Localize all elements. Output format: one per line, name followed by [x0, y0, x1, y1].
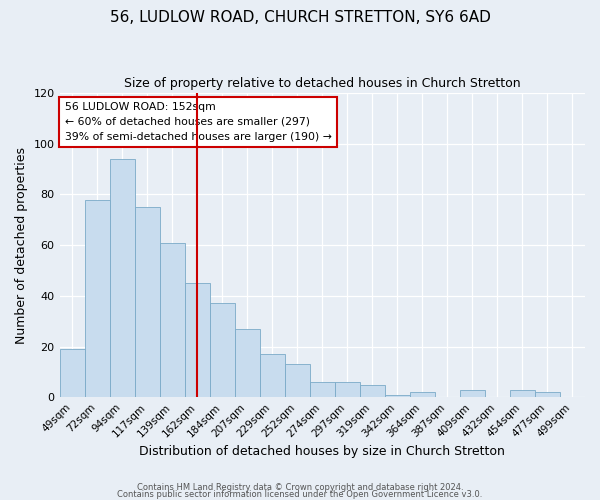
Bar [235, 329, 260, 397]
Text: Contains public sector information licensed under the Open Government Licence v3: Contains public sector information licen… [118, 490, 482, 499]
Bar [360, 384, 385, 397]
Bar [160, 242, 185, 397]
X-axis label: Distribution of detached houses by size in Church Stretton: Distribution of detached houses by size … [139, 444, 505, 458]
Bar [460, 390, 485, 397]
Bar [209, 304, 235, 397]
Bar [410, 392, 435, 397]
Bar [185, 283, 209, 397]
Bar [385, 394, 410, 397]
Text: Contains HM Land Registry data © Crown copyright and database right 2024.: Contains HM Land Registry data © Crown c… [137, 484, 463, 492]
Bar [110, 159, 134, 397]
Text: 56 LUDLOW ROAD: 152sqm
← 60% of detached houses are smaller (297)
39% of semi-de: 56 LUDLOW ROAD: 152sqm ← 60% of detached… [65, 102, 332, 142]
Y-axis label: Number of detached properties: Number of detached properties [15, 146, 28, 344]
Bar [310, 382, 335, 397]
Bar [260, 354, 285, 397]
Title: Size of property relative to detached houses in Church Stretton: Size of property relative to detached ho… [124, 78, 521, 90]
Bar [134, 207, 160, 397]
Bar [285, 364, 310, 397]
Bar [535, 392, 560, 397]
Bar [59, 349, 85, 397]
Bar [335, 382, 360, 397]
Bar [85, 200, 110, 397]
Text: 56, LUDLOW ROAD, CHURCH STRETTON, SY6 6AD: 56, LUDLOW ROAD, CHURCH STRETTON, SY6 6A… [110, 10, 490, 25]
Bar [510, 390, 535, 397]
